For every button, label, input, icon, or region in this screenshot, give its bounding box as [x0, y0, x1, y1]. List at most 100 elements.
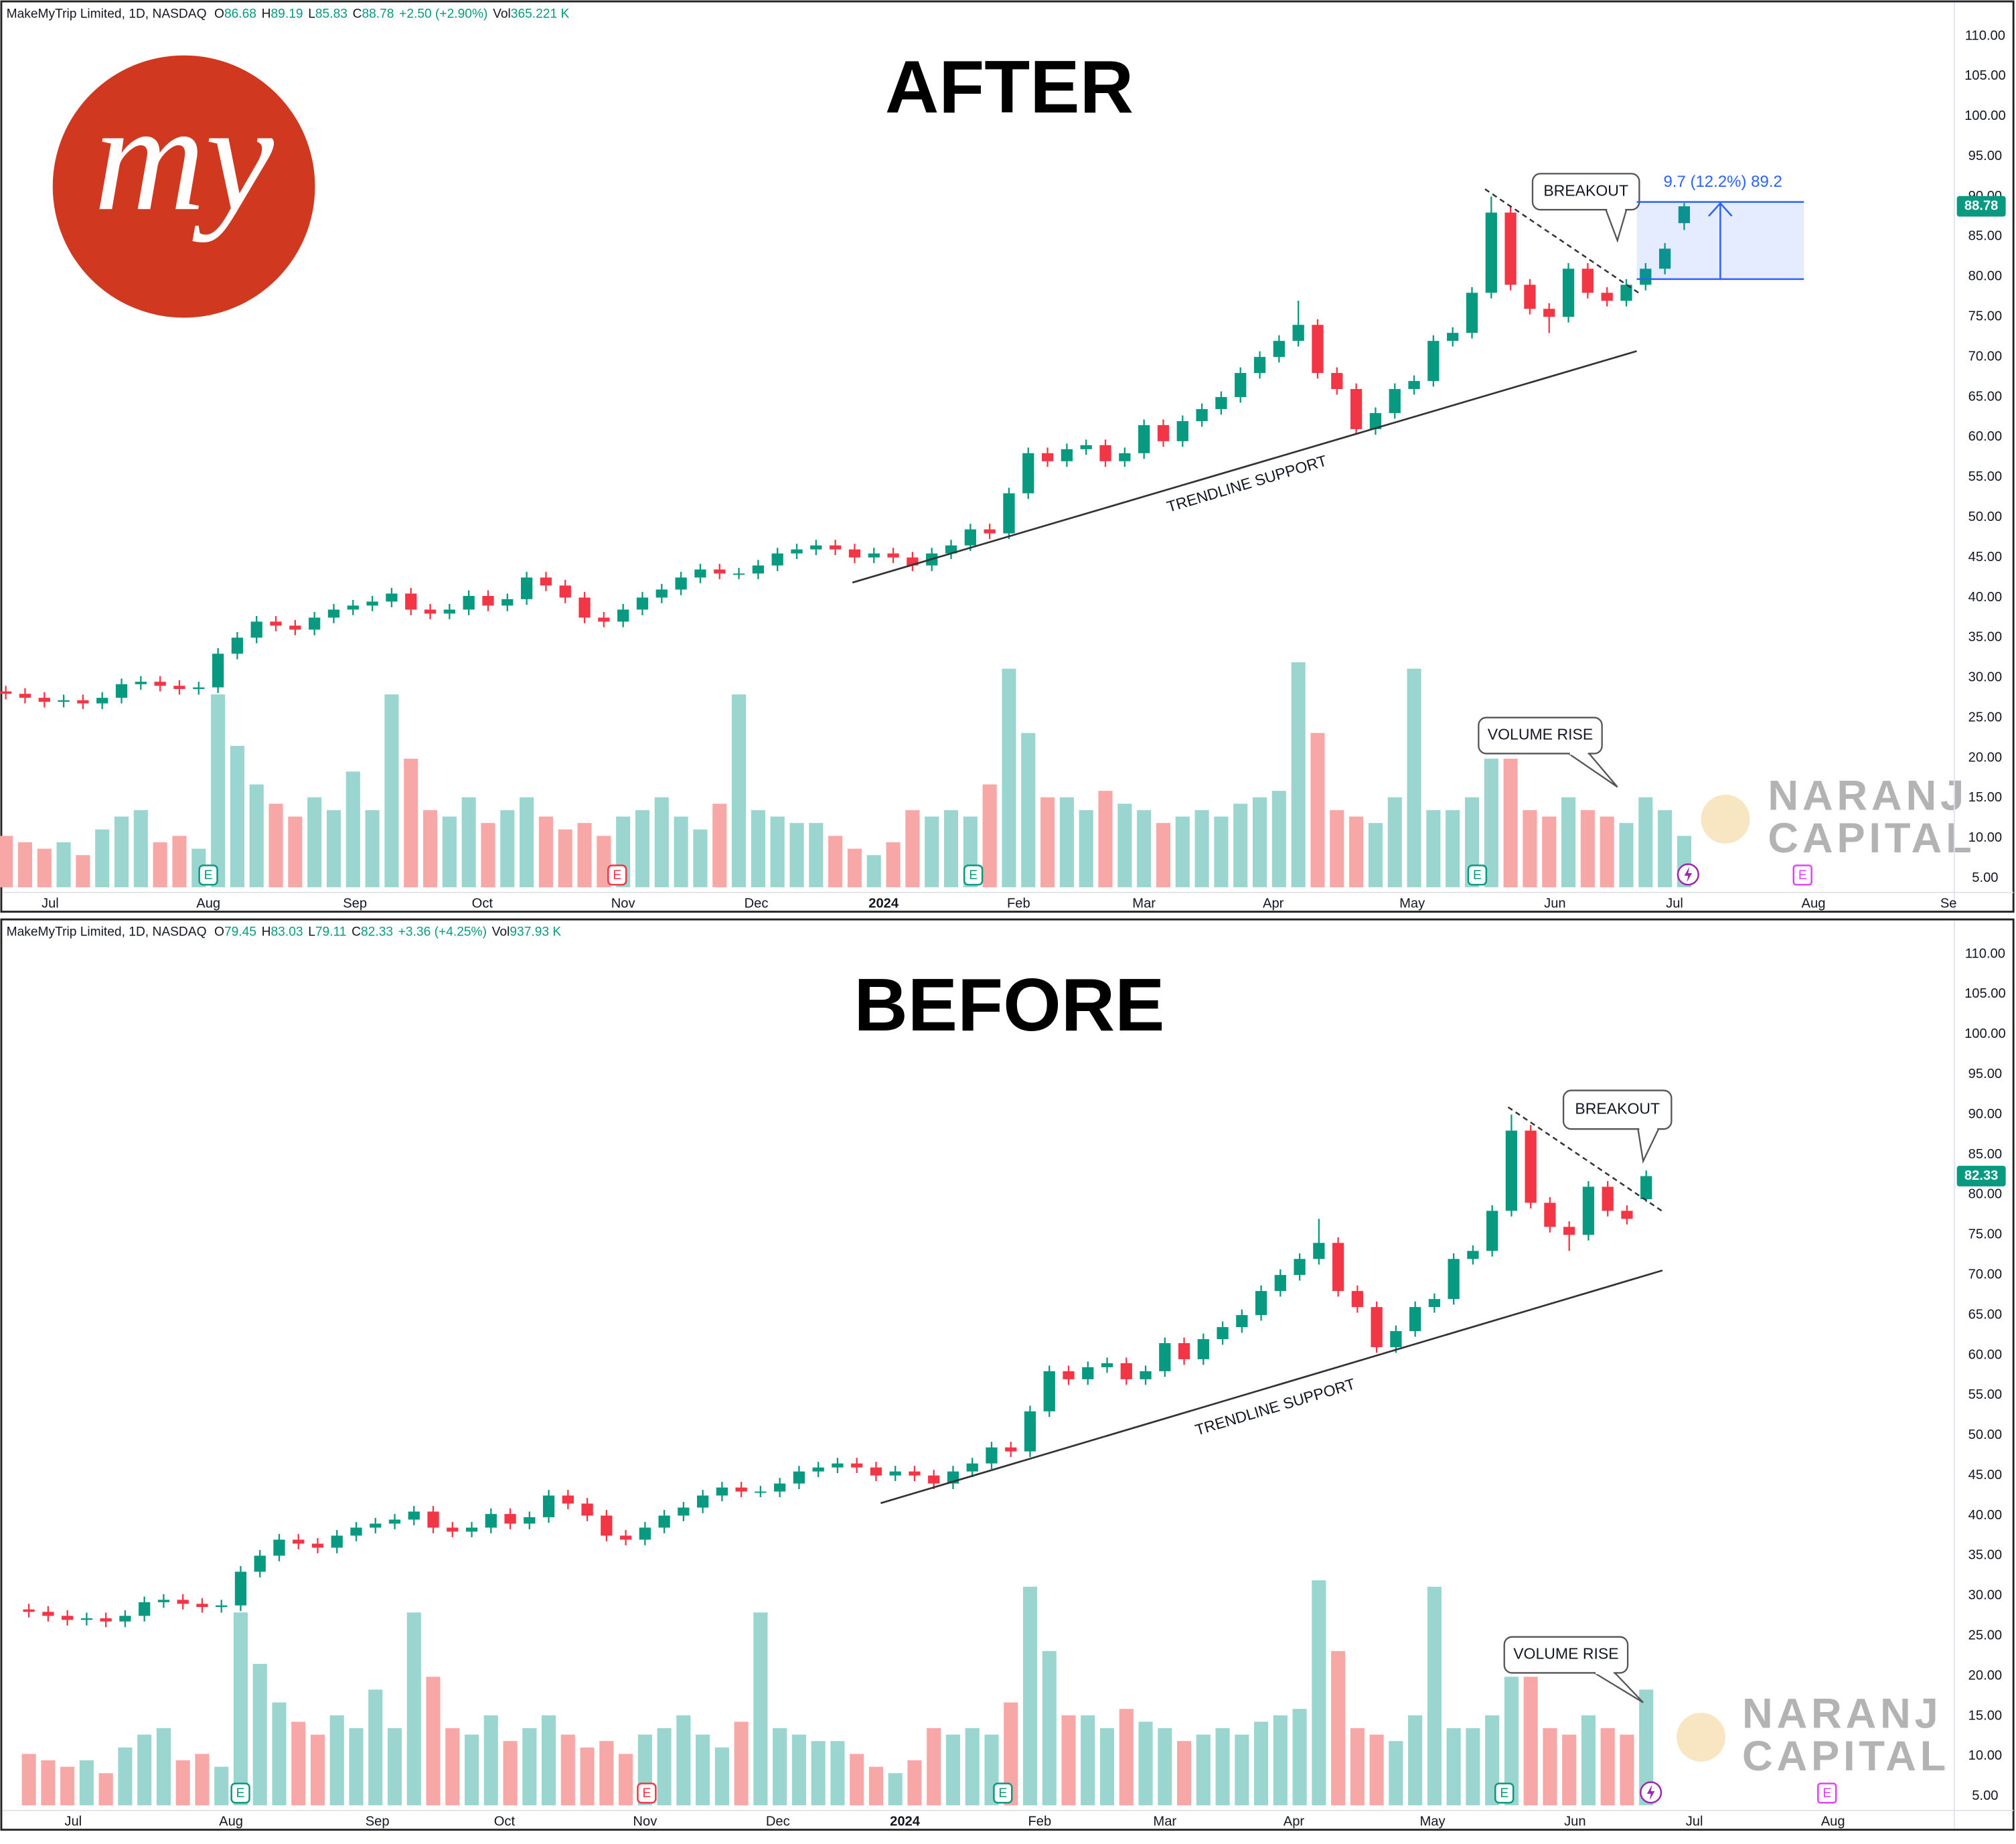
candle-body — [1063, 1371, 1075, 1379]
volume-bar — [635, 810, 650, 888]
x-tick-label: Aug — [219, 1815, 243, 1829]
volume-value: 937.93 K — [510, 925, 561, 939]
volume-bar — [866, 855, 881, 888]
candle-body — [293, 1539, 305, 1544]
volume-bar — [1387, 797, 1402, 888]
volume-bar — [95, 829, 110, 888]
x-tick-label: Aug — [1821, 1815, 1845, 1829]
volume-rise-callout: VOLUME RISE — [1513, 1645, 1618, 1663]
volume-bar — [1081, 1715, 1095, 1806]
candle-body — [1043, 1371, 1055, 1411]
volume-bar — [483, 1715, 498, 1806]
watermark: NARANJ — [1742, 1690, 1942, 1737]
volume-bar — [1042, 1650, 1057, 1806]
y-tick-label: 50.00 — [1968, 510, 2002, 524]
volume-bar — [500, 810, 515, 888]
volume-bar — [943, 810, 959, 888]
volume-bar — [538, 816, 553, 888]
candle-body — [424, 609, 437, 614]
candle-body — [1485, 212, 1497, 293]
candle-body — [1371, 1307, 1383, 1347]
ohlc-letter: O — [214, 7, 224, 21]
volume-bar — [1214, 816, 1229, 888]
volume-bar — [1542, 816, 1557, 888]
candle-body — [755, 1491, 767, 1493]
candle-body — [1119, 453, 1131, 461]
y-tick-label: 85.00 — [1968, 229, 2002, 244]
candle-body — [1255, 1291, 1267, 1316]
candle-body — [193, 687, 205, 689]
candle-body — [62, 1616, 74, 1620]
candle-body — [1582, 1186, 1595, 1235]
candle-body — [619, 1535, 632, 1540]
candle-body — [1621, 1211, 1633, 1219]
candle-body — [559, 585, 571, 598]
volume-bar — [522, 1728, 537, 1806]
x-tick-label: Nov — [611, 896, 636, 911]
candle-body — [1640, 1176, 1652, 1199]
candle-body — [1678, 206, 1691, 224]
candle-body — [1486, 1211, 1498, 1251]
candle-body — [408, 1511, 420, 1520]
volume-bar — [927, 1728, 941, 1806]
earnings-letter: E — [998, 1786, 1007, 1800]
y-tick-label: 50.00 — [1968, 1428, 2002, 1442]
ohlc-letter: O — [214, 925, 224, 939]
change: +2.50 (+2.90%) — [399, 7, 487, 21]
volume-bar — [426, 1677, 441, 1806]
y-tick-label: 80.00 — [1968, 1187, 2002, 1202]
last-price-label: 88.78 — [1964, 198, 1998, 213]
volume-bar — [868, 1766, 884, 1806]
ohlc-value: 79.45 — [224, 925, 256, 939]
volume-bar — [17, 842, 33, 888]
volume-bar — [828, 836, 843, 888]
earnings-letter: E — [969, 868, 978, 882]
volume-rise-callout-cover — [1596, 1670, 1614, 1675]
volume-bar — [1079, 810, 1093, 888]
y-tick-label: 105.00 — [1964, 68, 2006, 83]
candle-body — [1351, 1291, 1364, 1308]
candle-body — [327, 609, 340, 618]
volume-bar — [714, 1747, 729, 1806]
candle-body — [1176, 420, 1188, 441]
candle-body — [771, 553, 783, 566]
volume-bar — [1504, 1677, 1519, 1806]
candle-body — [388, 1519, 401, 1524]
earnings-marker — [198, 864, 218, 886]
candle-body — [1332, 1243, 1344, 1292]
volume-bar — [1600, 1728, 1615, 1806]
volume-bar — [520, 797, 534, 888]
candle-body — [945, 545, 957, 554]
x-tick-label: Jul — [42, 896, 59, 911]
candle-body — [1120, 1363, 1132, 1379]
volume-bar — [1408, 1715, 1423, 1806]
volume-rise-callout-pointer — [1568, 753, 1618, 788]
volume-bar — [1117, 803, 1132, 888]
symbol: MakeMyTrip Limited, 1D, NASDAQ — [7, 925, 207, 939]
ohlc-value: 86.68 — [224, 7, 256, 21]
volume-bar — [1523, 1677, 1538, 1806]
y-tick-label: 65.00 — [1968, 1307, 2002, 1322]
candle-body — [636, 597, 649, 610]
volume-rise-callout-pointer — [1594, 1672, 1644, 1703]
candle-body — [1022, 453, 1034, 493]
candle-body — [639, 1527, 651, 1540]
volume-bar — [133, 810, 148, 888]
y-tick-label: 55.00 — [1968, 469, 2002, 484]
candle-body — [1082, 1367, 1094, 1379]
volume-bar — [365, 810, 380, 888]
candle-body — [443, 609, 456, 614]
volume-bar — [1580, 810, 1595, 888]
ohlc-letter: H — [262, 7, 271, 21]
candle-body — [1466, 293, 1478, 333]
volume-bar — [37, 848, 52, 888]
volume-bar — [1021, 733, 1036, 888]
volume-bar — [809, 823, 824, 888]
breakout-callout-box — [1531, 173, 1640, 211]
candle-body — [812, 1467, 824, 1472]
candle-body — [135, 682, 147, 684]
panel-border — [0, 0, 2015, 913]
candle-body — [1292, 325, 1304, 341]
volume-bar — [461, 797, 476, 888]
volume-bar — [791, 1734, 806, 1806]
